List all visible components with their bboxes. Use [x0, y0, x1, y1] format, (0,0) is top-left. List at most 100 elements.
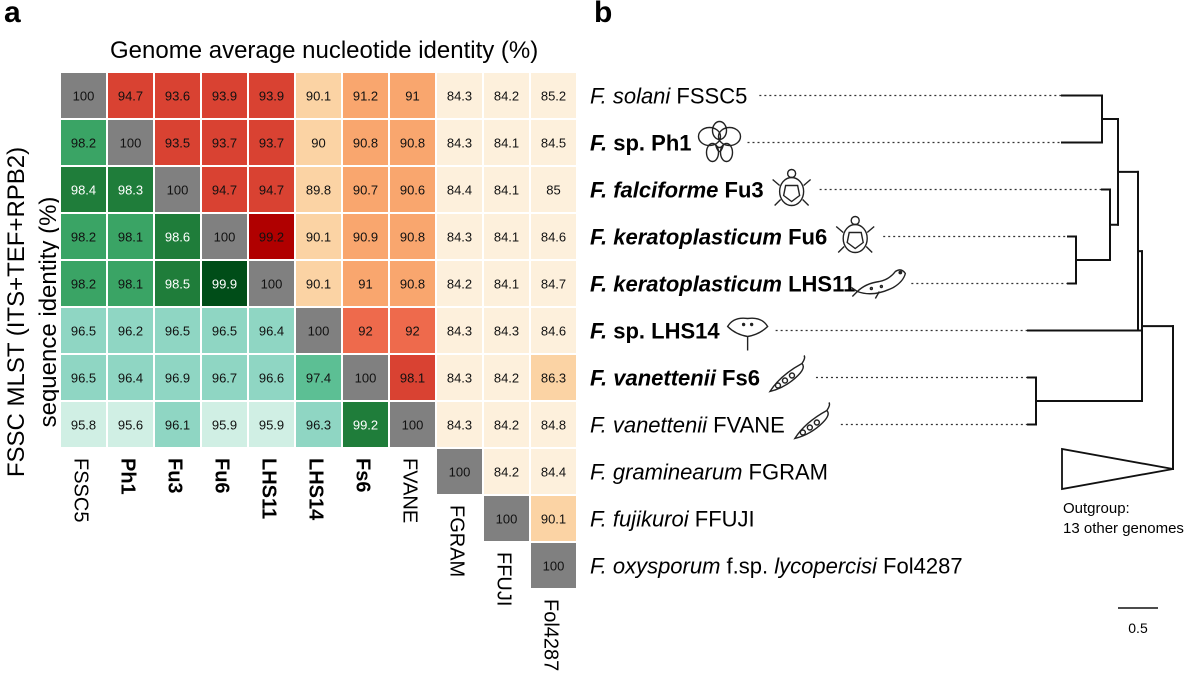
heatmap-cell: [388, 400, 437, 449]
heatmap-column-label: LHS11: [258, 458, 280, 519]
heatmap-column-label: FGRAM: [446, 505, 468, 577]
heatmap-cell-value: 98.3: [118, 183, 143, 198]
heatmap-cell-value: 95.9: [212, 418, 237, 433]
heatmap-cell: [482, 306, 531, 355]
heatmap-cell: [482, 494, 531, 543]
heatmap-cell-value: 84.7: [541, 277, 566, 292]
heatmap-cell: [247, 400, 296, 449]
heatmap-cell: [294, 400, 343, 449]
heatmap-cell: [247, 353, 296, 402]
heatmap-cell: [341, 165, 390, 214]
heatmap-cell: [153, 118, 202, 167]
heatmap-cell-value: 84.2: [494, 418, 519, 433]
heatmap-cell: [529, 353, 578, 402]
heatmap-cell-value: 92: [405, 324, 419, 339]
heatmap-cell: [59, 165, 108, 214]
heatmap-cell-value: 90.1: [306, 277, 331, 292]
tree-branches: [747, 94, 1174, 470]
heatmap-cell: [106, 118, 155, 167]
heatmap-cell-value: 84.2: [494, 89, 519, 104]
heatmap-cell-value: 84.3: [447, 371, 472, 386]
tree-tip-label: F. vanettenii FVANE: [590, 413, 785, 438]
heatmap-cell: [59, 259, 108, 308]
heatmap-cell-value: 90: [311, 136, 325, 151]
heatmap-cell-value: 84.3: [447, 324, 472, 339]
peapod-icon: [793, 402, 831, 440]
heatmap-cell: [341, 400, 390, 449]
heatmap-cell-value: 93.7: [259, 136, 284, 151]
heatmap-cell-value: 92: [358, 324, 372, 339]
tree-tip-label: F. falciforme Fu3: [590, 178, 764, 203]
heatmap-cell-value: 90.8: [400, 136, 425, 151]
heatmap-cell-value: 96.4: [118, 371, 143, 386]
heatmap-cell-value: 84.1: [494, 136, 519, 151]
heatmap-cell-value: 93.6: [165, 89, 190, 104]
heatmap-cell-value: 89.8: [306, 183, 331, 198]
heatmap-cell-value: 85: [546, 183, 560, 198]
turtle-icon: [835, 215, 875, 254]
heatmap-cell-value: 84.1: [494, 277, 519, 292]
heatmap-cell: [153, 71, 202, 120]
heatmap-cell-value: 84.4: [541, 465, 566, 480]
orchid-icon: [697, 120, 742, 163]
heatmap-cell-value: 96.9: [165, 371, 190, 386]
seal-icon: [850, 269, 907, 299]
heatmap-cell: [200, 165, 249, 214]
heatmap-cell: [435, 212, 484, 261]
heatmap-cell-value: 94.7: [212, 183, 237, 198]
heatmap-column-label: Fol4287: [540, 599, 562, 671]
heatmap-cell-value: 96.5: [71, 371, 96, 386]
heatmap-cell: [247, 71, 296, 120]
heatmap-cell-value: 98.6: [165, 230, 190, 245]
heatmap-cell-value: 84.6: [541, 230, 566, 245]
heatmap-cell-value: 84.3: [447, 89, 472, 104]
heatmap-cell-value: 100: [402, 418, 424, 433]
heatmap-cell: [59, 400, 108, 449]
heatmap-cell-value: 91: [358, 277, 372, 292]
heatmap-column-label: FSSC5: [70, 458, 92, 522]
heatmap-cell: [435, 353, 484, 402]
heatmap-cell-value: 94.7: [118, 89, 143, 104]
heatmap-cell-value: 98.4: [71, 183, 96, 198]
heatmap-cell: [341, 212, 390, 261]
tree-tip-label: F. fujikuroi FFUJI: [590, 507, 755, 532]
heatmap-cell: [529, 306, 578, 355]
heatmap-cell-value: 100: [120, 136, 142, 151]
heatmap-cell-value: 84.3: [494, 324, 519, 339]
heatmap-cell-value: 97.4: [306, 371, 331, 386]
heatmap-cell-value: 98.2: [71, 277, 96, 292]
outgroup-triangle: [1061, 447, 1174, 491]
heatmap-cell: [153, 165, 202, 214]
heatmap-cell-value: 90.8: [400, 277, 425, 292]
tree-tip-labels: F. solani FSSC5 F. sp. Ph1 F. falciforme F…: [590, 84, 963, 579]
heatmap-cell: [482, 353, 531, 402]
heatmap-cell-value: 99.2: [259, 230, 284, 245]
heatmap-column-label: Fu6: [211, 458, 233, 494]
heatmap-cell-value: 96.1: [165, 418, 190, 433]
heatmap-cell: [388, 306, 437, 355]
outgroup-label-line2: 13 other genomes: [1063, 520, 1184, 537]
heatmap-cell-value: 84.2: [494, 465, 519, 480]
heatmap-cell: [247, 259, 296, 308]
heatmap-cell: [200, 212, 249, 261]
tree-icons: [697, 120, 907, 440]
heatmap-cell-value: 95.8: [71, 418, 96, 433]
tree-tip-label: F. solani FSSC5: [590, 84, 747, 109]
heatmap-cell: [200, 306, 249, 355]
heatmap-cell-value: 84.3: [447, 230, 472, 245]
heatmap-cell-value: 96.5: [165, 324, 190, 339]
heatmap-column-label: Ph1: [117, 458, 139, 495]
heatmap-cell-value: 95.9: [259, 418, 284, 433]
heatmap-cell-value: 100: [543, 559, 565, 574]
tree-tip-label: F. keratoplasticum LHS11: [590, 272, 855, 297]
heatmap-cell: [529, 118, 578, 167]
heatmap-column-label: FFUJI: [493, 552, 515, 606]
heatmap-cell: [200, 353, 249, 402]
heatmap-cell-value: 96.4: [259, 324, 284, 339]
heatmap-cell: [529, 494, 578, 543]
heatmap-ylabel-line1: FSSC MLST (ITS+TEF+RPB2): [3, 147, 30, 477]
heatmap-cell-value: 93.5: [165, 136, 190, 151]
heatmap-column-label: LHS14: [305, 458, 327, 521]
heatmap-cell: [153, 259, 202, 308]
